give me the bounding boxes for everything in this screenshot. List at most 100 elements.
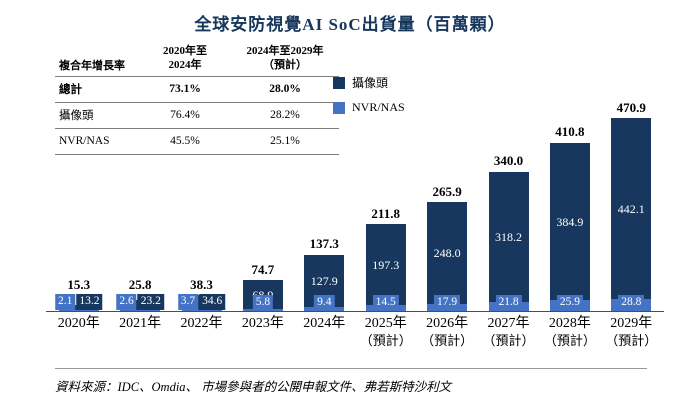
cagr-col-header-2020-2024: 2020年至 2024年 [139,42,231,77]
nvr-value-chip: 21.8 [495,295,522,311]
row-value-2: 25.1% [231,128,339,155]
nvr-value-chip: 5.8 [252,295,274,311]
camera-value-label: 318.2 [495,229,522,244]
camera-value-label: 248.0 [433,245,461,260]
row-label: NVR/NAS [55,128,139,155]
x-axis-label: 2025年 （預計） [353,316,418,348]
nvr-value-chip: 3.7 [177,294,199,310]
row-value-2: 28.0% [231,76,339,103]
cagr-col-header-2024-2029: 2024年至2029年 （預計） [231,42,339,77]
cagr-header-row: 複合年增長率 2020年至 2024年 2024年至2029年 （預計） [55,42,339,77]
legend-item-nvr-nas: NVR/NAS [333,100,405,115]
axis-year: 2021年 [119,316,162,331]
axis-year: 2022年 [180,316,223,331]
bar-segment-camera [549,142,590,301]
legend-label: NVR/NAS [352,100,405,114]
axis-forecast-note: （預計） [543,332,596,348]
bar-segment-camera [611,117,652,300]
camera-value-label: 127.9 [310,273,338,288]
bar-segment-nvr [181,309,222,311]
bar-total-label: 38.3 [190,276,213,292]
col-header-line1: 2020年至 [163,45,207,57]
bar-total-label: 211.8 [371,205,400,221]
bar-total-label: 15.3 [67,276,91,292]
bar-value-chips: 3.7 34.6 [177,294,226,310]
axis-forecast-note: （預計） [421,332,474,348]
chart-title: 全球安防視覺AI SoC出貨量（百萬顆） [194,15,506,34]
col-header-line2: 2024年 [168,58,202,71]
col-header-line1: 2024年至2029年 [246,45,324,57]
bar-total-label: 25.8 [128,276,152,292]
stacked-bar [611,117,652,311]
nvr-value-chip: 25.9 [556,295,583,311]
cagr-row-nvr-nas: NVR/NAS 45.5% 25.1% [55,128,339,155]
camera-value-label: 442.1 [617,201,645,216]
x-axis-label: 2020年 [46,316,111,333]
nvr-value-chip: 2.6 [116,294,137,310]
bar-total-label: 137.3 [309,236,339,252]
camera-value-label: 197.3 [372,257,400,272]
x-axis-label: 2028年 （預計） [537,316,602,348]
row-value-1: 73.1% [139,76,231,103]
bar-segment-camera [365,224,406,306]
axis-year: 2020年 [57,316,100,331]
row-value-1: 76.4% [139,102,231,129]
bar-total-label: 470.9 [616,99,646,115]
bar-value-chips: 2.1 13.2 [54,294,103,310]
x-axis-label: 2027年 （預計） [476,316,541,348]
x-axis-label: 2024年 [292,316,357,333]
camera-value-chip: 23.2 [137,294,164,310]
camera-swatch-icon [333,76,345,89]
bar-value-chips: 2.6 23.2 [116,294,164,310]
x-axis-label: 2029年 （預計） [599,316,664,348]
axis-year: 2029年 [610,316,653,331]
bar-segment-nvr [58,310,99,311]
axis-forecast-note: （預計） [359,332,412,348]
nvr-value-chip: 9.4 [314,295,335,311]
bar-total-label: 410.8 [555,124,585,140]
camera-value-label: 384.9 [556,214,584,229]
row-label: 總計 [55,76,139,103]
axis-year: 2023年 [241,316,284,331]
nvr-swatch-icon [333,101,345,114]
legend-label: 攝像頭 [352,76,389,90]
row-value-1: 45.5% [139,128,231,155]
bar-segment-camera [488,171,529,303]
col-header-line2: （預計） [263,58,307,71]
axis-year: 2026年 [426,316,469,331]
cagr-row-camera: 攝像頭 76.4% 28.2% [55,102,339,129]
axis-year: 2025年 [364,316,407,331]
nvr-value-chip: 17.9 [434,295,461,311]
axis-year: 2027年 [487,316,530,331]
axis-year: 2028年 [548,316,591,331]
x-axis-label: 2026年 （預計） [414,316,479,348]
bar-segment-camera [427,202,468,304]
nvr-value-chip: 2.1 [54,294,76,310]
chart-legend: 攝像頭 NVR/NAS [333,74,405,124]
bar-segment-nvr [120,309,161,311]
cagr-corner-label: 複合年增長率 [55,42,139,77]
cagr-table: 複合年增長率 2020年至 2024年 2024年至2029年 （預計） 總計 … [55,42,339,155]
source-divider [55,368,647,369]
nvr-value-chip: 14.5 [372,295,399,311]
row-label: 攝像頭 [55,102,139,129]
axis-year: 2024年 [303,316,346,331]
x-axis-label: 2021年 [107,316,172,333]
bar-total-label: 340.0 [493,153,524,169]
camera-value-chip: 34.6 [199,294,226,310]
axis-forecast-note: （預計） [482,332,535,348]
nvr-value-chip: 28.8 [618,295,645,311]
bar-total-label: 265.9 [432,183,462,199]
bar-total-label: 74.7 [251,262,275,278]
axis-forecast-note: （預計） [605,332,658,348]
x-axis-label: 2023年 [230,316,295,333]
row-value-2: 28.2% [231,102,339,129]
cagr-row-total: 總計 73.1% 28.0% [55,76,339,103]
source-note: 資料來源：IDC、Omdia、 市場參與者的公開申報文件、弗若斯特沙利文 [55,380,452,394]
camera-value-chip: 13.2 [76,294,103,310]
x-axis-line [46,311,664,312]
legend-item-camera: 攝像頭 [333,74,405,91]
x-axis-label: 2022年 [169,316,234,333]
